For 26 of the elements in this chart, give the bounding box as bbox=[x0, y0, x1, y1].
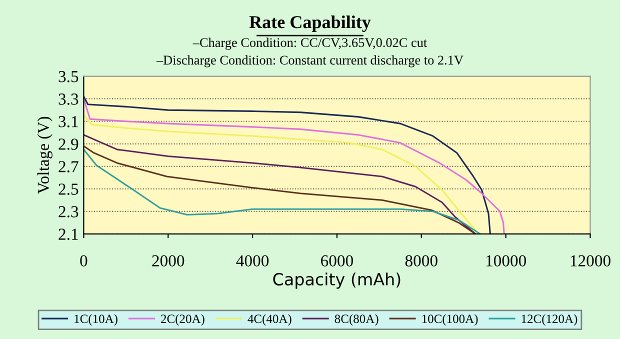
legend-label: 8C(80A) bbox=[334, 314, 378, 326]
legend-label: 10C(100A) bbox=[422, 314, 478, 326]
legend-label: 2C(20A) bbox=[161, 314, 204, 326]
y-axis-title: Voltage (V) bbox=[37, 116, 52, 194]
y-tick-label: 2.1 bbox=[58, 228, 78, 240]
y-tick-label: 3.5 bbox=[58, 71, 78, 82]
y-tick-label: 3.1 bbox=[58, 116, 78, 128]
x-axis-title: Capacity (mAh) bbox=[273, 272, 400, 289]
y-tick-label: 3.3 bbox=[58, 94, 78, 105]
chart-title: Rate Capability bbox=[249, 16, 371, 32]
legend-label: 12C(120A) bbox=[522, 314, 578, 326]
x-tick-label: 6000 bbox=[321, 255, 353, 266]
line-series bbox=[84, 114, 480, 234]
x-tick-label: 2000 bbox=[152, 255, 184, 266]
legend-label: 4C(40A) bbox=[248, 314, 292, 326]
x-tick-label: 0 bbox=[80, 255, 88, 266]
x-tick-label: 4000 bbox=[236, 255, 269, 266]
legend-label: 1C(10A) bbox=[74, 314, 118, 326]
chart-subtitle: –Charge Condition: CC/CV,3.65V,0.02C cut –Discharge Condition: Constant current discharge to 2.1V bbox=[156, 38, 464, 68]
x-tick-label: 12000 bbox=[570, 255, 610, 266]
y-tick-label: 2.9 bbox=[58, 138, 78, 150]
y-tick-label: 2.7 bbox=[58, 161, 78, 172]
y-tick-label: 2.3 bbox=[58, 206, 78, 218]
y-tick-label: 2.5 bbox=[58, 184, 78, 195]
x-tick-label: 10000 bbox=[486, 255, 526, 266]
x-tick-label: 8000 bbox=[405, 255, 438, 266]
